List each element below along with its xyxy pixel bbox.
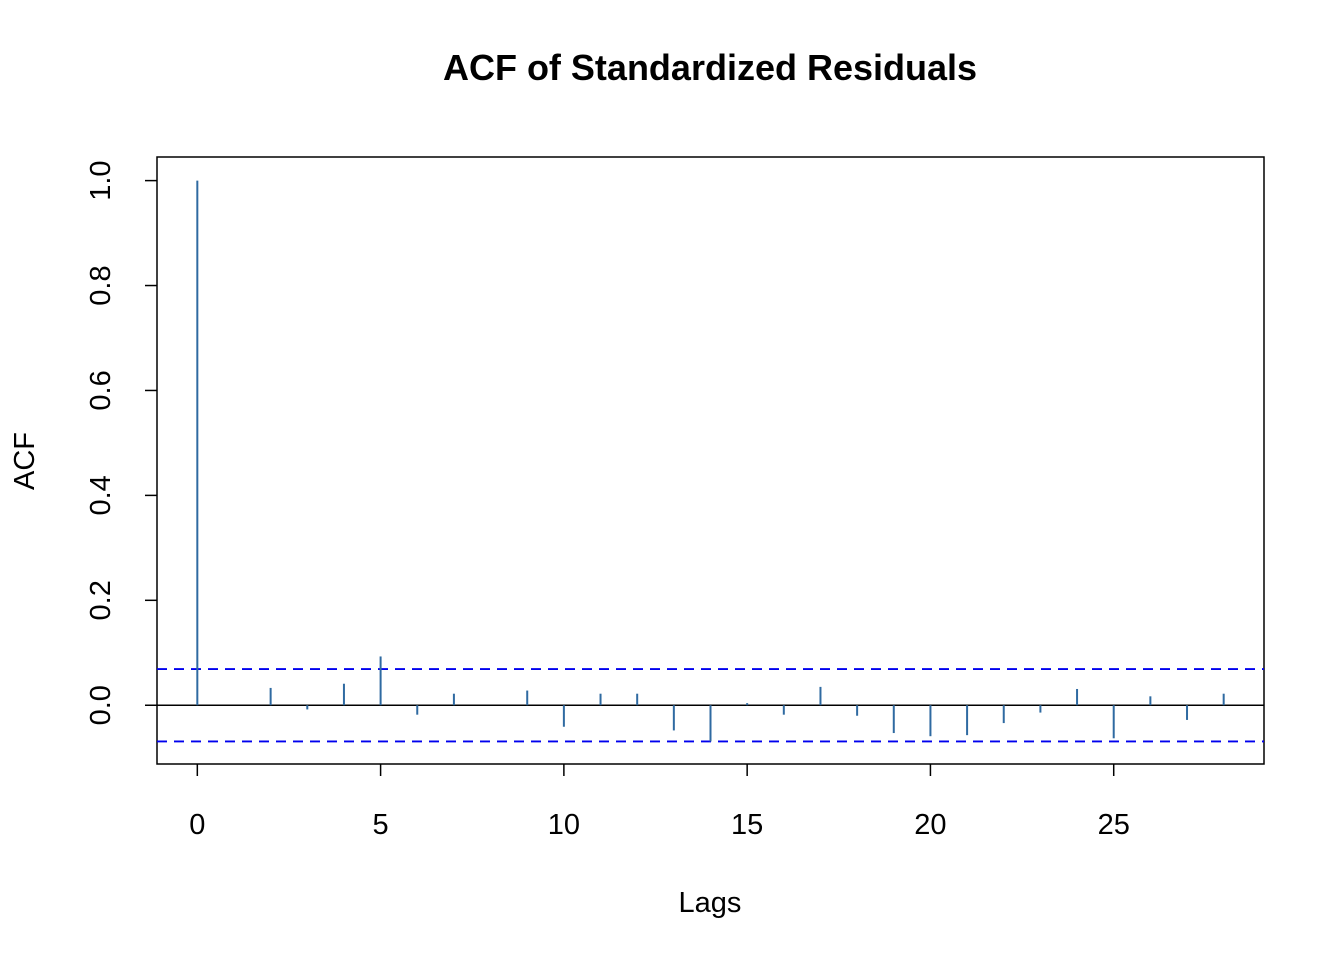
x-axis: 0 5 10 15 20 25 bbox=[189, 764, 1130, 841]
y-tick-label-3: 0.6 bbox=[85, 370, 117, 410]
y-tick-label-5: 1.0 bbox=[85, 160, 117, 200]
y-axis: 0.0 0.2 0.4 0.6 0.8 1.0 bbox=[85, 160, 157, 725]
plot-frame bbox=[156, 156, 1265, 765]
x-tick-label-10: 10 bbox=[548, 809, 580, 841]
y-tick-label-4: 0.8 bbox=[85, 265, 117, 305]
x-tick-label-5: 5 bbox=[373, 809, 389, 841]
x-tick-label-0: 0 bbox=[189, 809, 205, 841]
x-axis-label: Lags bbox=[679, 887, 742, 919]
y-tick-label-1: 0.2 bbox=[85, 580, 117, 620]
x-tick-label-25: 25 bbox=[1098, 809, 1130, 841]
chart-title: ACF of Standardized Residuals bbox=[443, 47, 977, 88]
y-axis-label: ACF bbox=[9, 432, 41, 490]
x-tick-label-20: 20 bbox=[914, 809, 946, 841]
y-tick-label-2: 0.4 bbox=[85, 475, 117, 515]
x-tick-label-15: 15 bbox=[731, 809, 763, 841]
y-tick-label-0: 0.0 bbox=[85, 685, 117, 725]
acf-bars bbox=[196, 180, 1225, 742]
